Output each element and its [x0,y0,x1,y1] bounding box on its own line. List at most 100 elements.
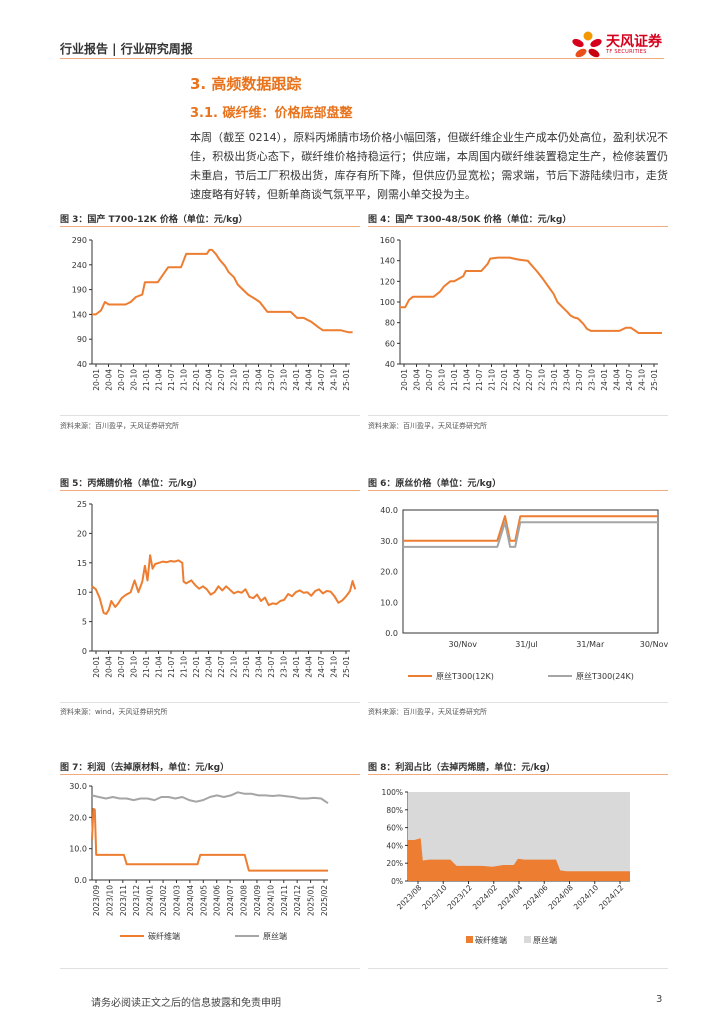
figure-bottom-rule [368,968,668,969]
brand-logo-icon [572,31,602,58]
x-tick-label: 2024/03 [172,885,181,916]
y-tick-label: 10.0 [380,598,398,607]
figure-7: 图 7：利润（去掉原材料，单位：元/kg） 30.0 20.0 10.0 0.0 202… [60,760,360,970]
figure-caption: 图 5：丙烯腈价格（单位：元/kg） [60,479,203,489]
x-tick-label: 2024/02 [471,883,500,912]
x-tick-label: 2024/11 [280,885,289,916]
y-tick-label: 0.0 [385,629,398,638]
series-line-1 [92,248,353,334]
y-tick-label: 20 [77,529,87,538]
x-tick-label: 21-04 [155,369,164,391]
series-line-1 [91,554,357,615]
y-tick-label: 20% [386,859,403,868]
y-tick-label: 190 [72,286,87,295]
y-tick-label: 80% [386,806,403,815]
y-tick-label: 25 [77,500,87,509]
x-tick-label: 23-10 [280,369,289,391]
x-tick-label: 23-07 [267,656,276,678]
figure-bottom-rule [368,702,668,703]
y-tick-label: 90 [77,335,87,344]
x-tick-label: 2024/09 [253,885,262,916]
x-tick-label: 24-10 [330,656,339,678]
y-tick-label: 290 [72,236,87,245]
x-tick-label: 20-01 [92,656,101,678]
y-tick-label: 30.0 [69,782,87,791]
y-tick-label: 240 [72,261,87,270]
x-tick-label: 20-04 [105,656,114,678]
x-tick-label: 24-07 [317,656,326,678]
chart-profit-share: 100%80%60%40%20%0%2023/082023/102023/122… [382,788,630,945]
y-tick-label: 5 [82,618,87,627]
x-tick-label: 2024/01 [146,885,155,916]
figure-8: 图 8：利润占比（去掉丙烯腈，单位：元/kg） 100% 80% 60% 40% 20%… [368,760,668,970]
legend-label: 原丝T300(12K) [436,671,494,681]
figure-top-rule [368,774,668,775]
x-tick-label: 2024/04 [496,883,525,912]
footer-disclaimer: 请务必阅读正文之后的信息披露和免责申明 [91,998,281,1009]
x-tick-label: 24-01 [600,369,609,391]
series-line-1 [403,515,658,542]
x-tick-label: 22-04 [205,369,214,391]
x-tick-label: 24-01 [292,369,301,391]
y-tick-label: 0 [82,647,87,656]
figure-caption: 图 3：国产 T700-12K 价格（单位：元/kg） [60,215,248,225]
x-tick-label: 2024/02 [159,885,168,916]
x-tick-label: 20-10 [438,369,447,391]
x-tick-label: 20-10 [130,656,139,678]
x-tick-label: 22-07 [217,369,226,391]
x-tick-label: 30/Nov [640,640,668,649]
subsection-title: 3.1. 碳纤维：价格底部盘整 [190,106,353,121]
y-tick-label: 40.0 [380,506,398,515]
x-tick-label: 2024/05 [199,885,208,916]
x-tick-label: 2023/10 [105,885,114,916]
x-tick-label: 24-10 [330,369,339,391]
x-tick-label: 25-01 [342,656,351,678]
y-tick-label: 40% [386,841,403,850]
y-tick-label: 20.0 [380,568,398,577]
x-tick-label: 21-10 [180,369,189,391]
x-tick-label: 2025/01 [307,885,316,916]
y-tick-label: 20.0 [69,813,87,822]
x-tick-label: 2023/12 [132,885,141,916]
figure-bottom-rule [60,968,360,969]
x-tick-label: 22-07 [217,656,226,678]
x-tick-label: 20-07 [425,369,434,391]
x-tick-label: 22-10 [538,369,547,391]
x-tick-label: 2024/12 [597,883,626,912]
x-tick-label: 20-04 [105,369,114,391]
x-tick-label: 2023/08 [395,883,424,912]
figure-bottom-rule [368,415,668,416]
x-tick-label: 22-10 [230,369,239,391]
area-series-carbon-fiber [408,838,630,881]
x-tick-label: 23-01 [242,369,251,391]
x-tick-label: 2024/04 [186,885,195,916]
x-tick-label: 21-07 [475,369,484,391]
x-tick-label: 23-04 [255,369,264,391]
x-tick-label: 24-01 [292,656,301,678]
series-line-1 [400,256,662,334]
section-title: 3. 高频数据跟踪 [190,75,302,93]
figure-source: 资料来源：百川盈孚，天风证券研究所 [60,422,179,430]
x-tick-label: 2024/10 [266,885,275,916]
x-tick-label: 2023/10 [420,883,449,912]
x-tick-label: 20-07 [117,369,126,391]
x-tick-label: 21-01 [142,369,151,391]
figure-bottom-rule [60,415,360,416]
x-tick-label: 2023/12 [446,883,475,912]
body-paragraph: 本周（截至 0214），原料丙烯腈市场价格小幅回落，但碳纤维企业生产成本仍处高位… [190,131,668,201]
x-tick-label: 24-10 [638,369,647,391]
y-tick-label: 100% [382,788,403,797]
x-tick-label: 30/Nov [449,640,478,649]
x-tick-label: 2023/09 [92,885,101,916]
x-tick-label: 23-07 [267,369,276,391]
x-tick-label: 21-07 [167,656,176,678]
x-tick-label: 23-07 [575,369,584,391]
x-tick-label: 31/Mar [576,640,605,649]
x-tick-label: 23-04 [255,656,264,678]
legend-label: 碳纤维端 [148,931,180,941]
x-tick-label: 21-10 [488,369,497,391]
x-tick-label: 24-04 [613,369,622,391]
x-tick-label: 2025/02 [320,885,329,916]
